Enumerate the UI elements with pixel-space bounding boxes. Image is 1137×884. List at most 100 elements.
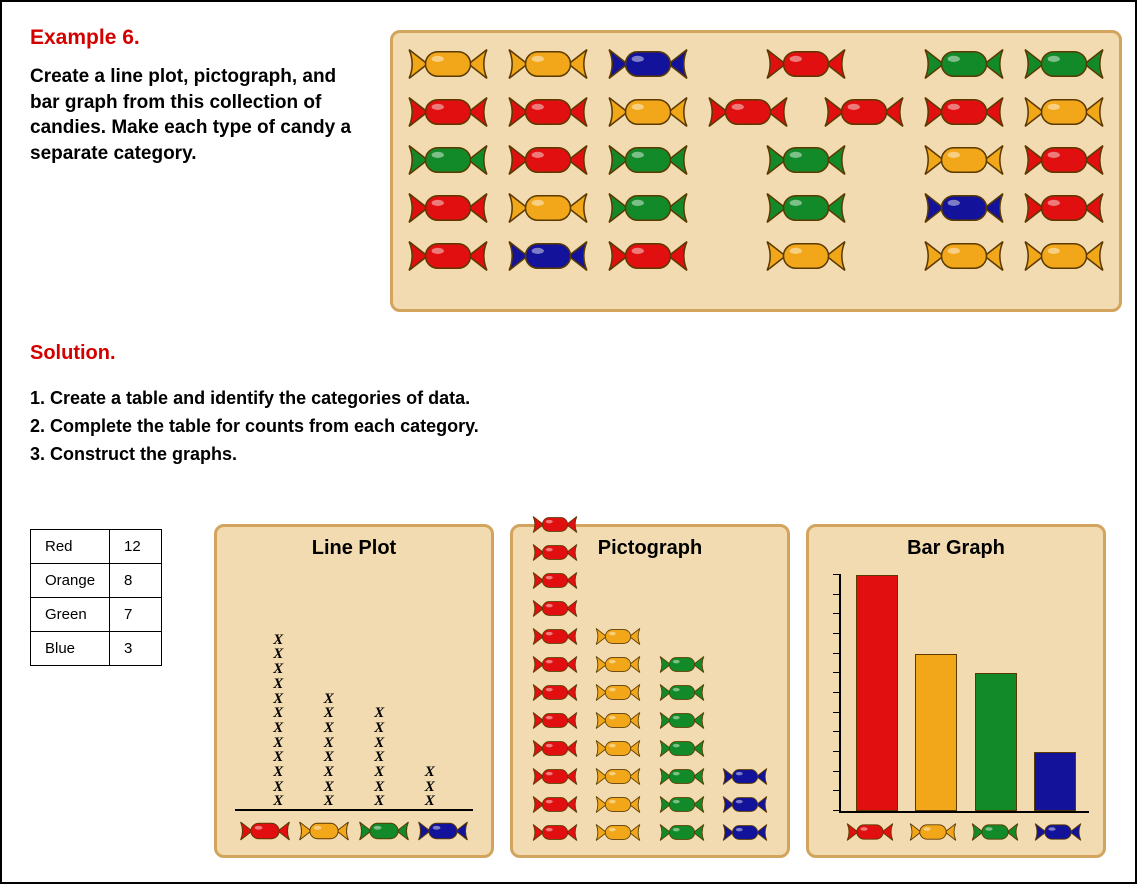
lineplot-body: XXXXXXXXXXXXXXXXXXXXXXXXXXXXXX: [235, 575, 473, 811]
pictograph-column: [590, 625, 646, 849]
candy-icon: [705, 91, 791, 133]
candy-icon: [821, 91, 907, 133]
axis-candy-icon: [238, 818, 292, 849]
pictograph-candy: [590, 681, 646, 709]
pictograph-column: [717, 765, 773, 849]
solution-steps: 1. Create a table and identify the categ…: [30, 385, 479, 469]
candy-icon: [297, 818, 351, 844]
step-line: 3. Construct the graphs.: [30, 441, 479, 469]
pictograph-candy: [590, 793, 646, 821]
candy-icon: [654, 765, 710, 788]
candy-slot: [1021, 43, 1107, 85]
candy-slot: [763, 187, 849, 229]
candy-icon: [921, 91, 1007, 133]
axis-tick: [833, 771, 841, 772]
pictograph-panel: Pictograph: [510, 524, 790, 858]
candy-slot: [763, 235, 849, 277]
lineplot-mark: X: [425, 780, 435, 795]
lineplot-mark: X: [273, 677, 283, 692]
bargraph-bars: [847, 575, 1085, 811]
table-cell-label: Green: [31, 598, 110, 632]
candy-slot: [763, 139, 849, 181]
pictograph-candy: [527, 709, 583, 737]
pictograph-candy: [654, 737, 710, 765]
candy-icon: [505, 139, 591, 181]
candy-icon: [844, 820, 896, 844]
table-cell-value: 12: [110, 530, 162, 564]
prompt-text: Create a line plot, pictograph, and bar …: [30, 64, 370, 167]
lineplot-mark: X: [425, 765, 435, 780]
candy-slot: [821, 91, 907, 133]
candy-slot: [921, 139, 1007, 181]
candy-icon: [717, 765, 773, 788]
pictograph-candy: [717, 821, 773, 849]
pictograph-candy: [527, 597, 583, 625]
candy-slot: [605, 91, 691, 133]
lineplot-column: XXXXXXX: [374, 706, 384, 809]
pictograph-candy: [590, 625, 646, 653]
lineplot-mark: X: [374, 794, 384, 809]
bargraph-title: Bar Graph: [809, 537, 1103, 560]
candy-slot: [705, 43, 749, 85]
candy-slot: [605, 235, 691, 277]
pictograph-candy: [590, 821, 646, 849]
candy-slot: [605, 139, 691, 181]
candy-icon: [763, 139, 849, 181]
bargraph-axis-icons: [839, 820, 1089, 849]
candy-slot: [705, 91, 791, 133]
lineplot-mark: X: [374, 736, 384, 751]
lineplot-mark: X: [324, 721, 334, 736]
pictograph-candy: [527, 737, 583, 765]
candy-slot: [405, 187, 491, 229]
candy-icon: [405, 91, 491, 133]
bar: [975, 673, 1017, 811]
candy-icon: [605, 43, 691, 85]
candy-icon: [590, 681, 646, 704]
axis-tick: [833, 712, 841, 713]
candy-icon: [654, 793, 710, 816]
pictograph-candy: [654, 709, 710, 737]
candy-slot: [921, 91, 1007, 133]
axis-candy-icon: [907, 820, 959, 849]
candy-collection-panel: [390, 30, 1122, 312]
candy-icon: [505, 91, 591, 133]
collection-row: [405, 91, 1107, 133]
candy-icon: [238, 818, 292, 844]
pictograph-body: [513, 513, 787, 849]
candy-icon: [357, 818, 411, 844]
candy-slot: [763, 43, 849, 85]
candy-icon: [717, 793, 773, 816]
candy-slot: [921, 235, 1007, 277]
lineplot-mark: X: [273, 647, 283, 662]
collection-row: [405, 235, 1107, 277]
collection-row: [405, 139, 1107, 181]
candy-slot: [1021, 91, 1107, 133]
candy-icon: [505, 43, 591, 85]
lineplot-mark: X: [374, 721, 384, 736]
axis-tick: [833, 613, 841, 614]
candy-slot: [505, 91, 591, 133]
candy-icon: [527, 625, 583, 648]
axis-tick: [833, 810, 841, 811]
table-row: Red12: [31, 530, 162, 564]
candy-icon: [1021, 235, 1107, 277]
axis-tick: [833, 633, 841, 634]
candy-icon: [505, 187, 591, 229]
bar: [856, 575, 898, 811]
candy-slot: [863, 187, 907, 229]
candy-slot: [405, 91, 491, 133]
lineplot-mark: X: [273, 662, 283, 677]
pictograph-candy: [654, 793, 710, 821]
candy-slot: [605, 187, 691, 229]
candy-slot: [505, 187, 591, 229]
candy-icon: [605, 139, 691, 181]
bargraph-ticks: [833, 575, 841, 811]
candy-slot: [1021, 187, 1107, 229]
lineplot-mark: X: [273, 736, 283, 751]
candy-slot: [805, 91, 807, 133]
candy-slot: [405, 235, 491, 277]
candy-icon: [405, 235, 491, 277]
collection-row: [405, 187, 1107, 229]
candy-icon: [654, 653, 710, 676]
candy-slot: [605, 43, 691, 85]
